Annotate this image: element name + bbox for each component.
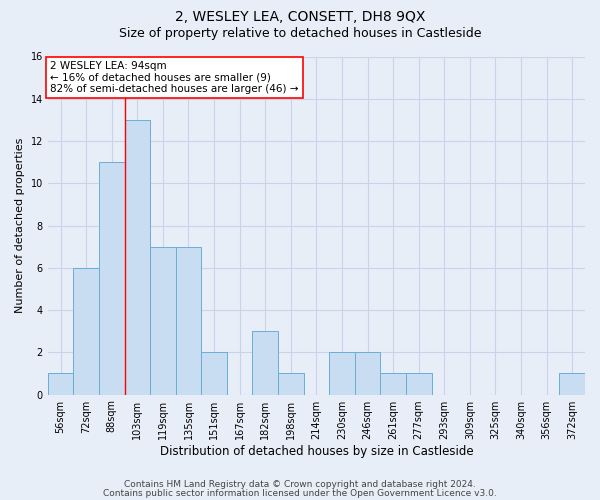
- Bar: [201, 352, 227, 395]
- Y-axis label: Number of detached properties: Number of detached properties: [15, 138, 25, 313]
- Bar: [176, 246, 201, 394]
- Bar: [329, 352, 355, 395]
- Text: 2, WESLEY LEA, CONSETT, DH8 9QX: 2, WESLEY LEA, CONSETT, DH8 9QX: [175, 10, 425, 24]
- Bar: [380, 374, 406, 394]
- Text: Contains public sector information licensed under the Open Government Licence v3: Contains public sector information licen…: [103, 488, 497, 498]
- Bar: [48, 374, 73, 394]
- Bar: [150, 246, 176, 394]
- Bar: [355, 352, 380, 395]
- Bar: [278, 374, 304, 394]
- Text: Size of property relative to detached houses in Castleside: Size of property relative to detached ho…: [119, 28, 481, 40]
- Bar: [99, 162, 125, 394]
- Bar: [253, 331, 278, 394]
- Bar: [125, 120, 150, 394]
- Bar: [559, 374, 585, 394]
- Bar: [73, 268, 99, 394]
- X-axis label: Distribution of detached houses by size in Castleside: Distribution of detached houses by size …: [160, 444, 473, 458]
- Bar: [406, 374, 431, 394]
- Text: Contains HM Land Registry data © Crown copyright and database right 2024.: Contains HM Land Registry data © Crown c…: [124, 480, 476, 489]
- Text: 2 WESLEY LEA: 94sqm
← 16% of detached houses are smaller (9)
82% of semi-detache: 2 WESLEY LEA: 94sqm ← 16% of detached ho…: [50, 60, 299, 94]
